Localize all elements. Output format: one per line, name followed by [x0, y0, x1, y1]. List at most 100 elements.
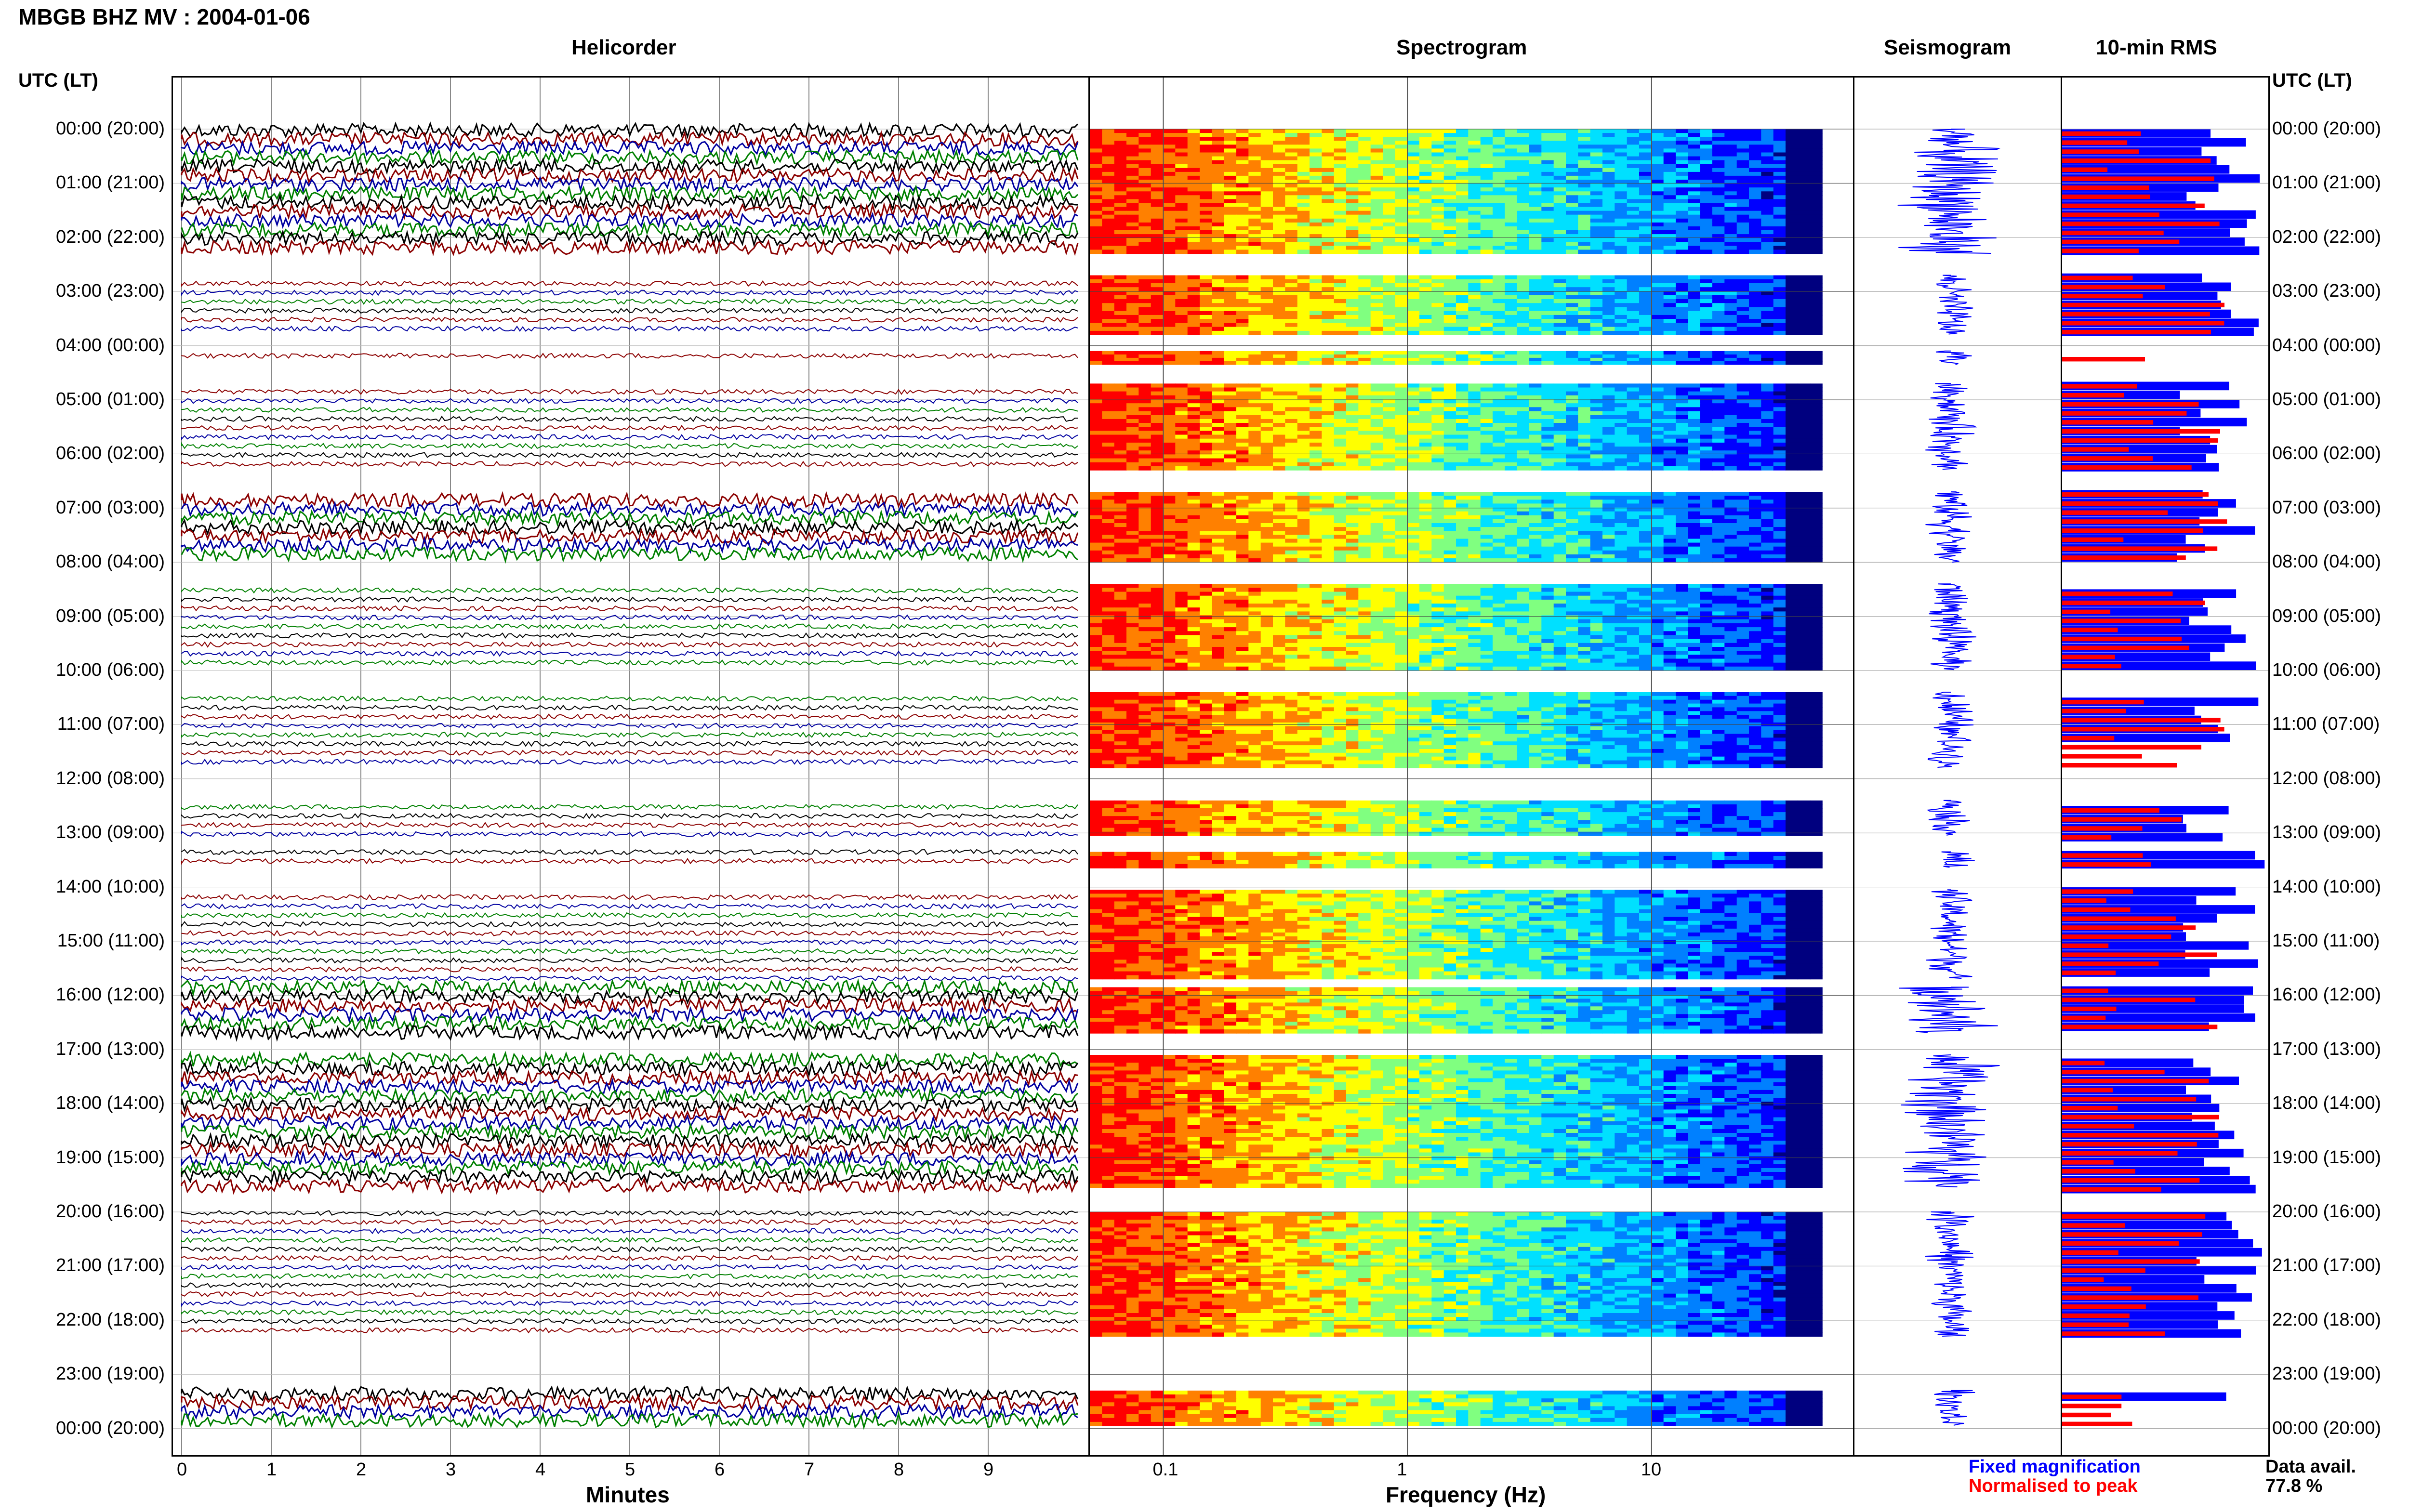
spectrogram-cell: [1773, 180, 1786, 184]
spectrogram-cell: [1260, 351, 1273, 355]
spectrogram-cell: [1493, 184, 1506, 188]
spectrogram-cell: [1786, 152, 1799, 157]
spectrogram-cell: [1566, 184, 1579, 188]
spectrogram-cell: [1480, 246, 1493, 250]
spectrogram-cell: [1407, 447, 1420, 451]
spectrogram-cell: [1553, 511, 1566, 516]
spectrogram-cell: [1236, 500, 1249, 504]
spectrogram-cell: [1346, 207, 1359, 211]
spectrogram-cell: [1126, 307, 1139, 312]
spectrogram-cell: [1334, 496, 1347, 500]
spectrogram-cell: [1431, 496, 1444, 500]
spectrogram-cell: [1260, 145, 1273, 149]
spectrogram-cell: [1443, 184, 1456, 188]
spectrogram-cell: [1639, 234, 1652, 238]
spectrogram-cell: [1651, 218, 1664, 223]
spectrogram-cell: [1480, 500, 1493, 504]
spectrogram-cell: [1590, 145, 1603, 149]
spectrogram-cell: [1224, 137, 1237, 141]
spectrogram-cell: [1248, 434, 1261, 439]
spectrogram-cell: [1383, 519, 1396, 524]
spectrogram-cell: [1773, 218, 1786, 223]
spectrogram-cell: [1431, 323, 1444, 328]
spectrogram-cell: [1370, 191, 1383, 196]
spectrogram-cell: [1676, 507, 1689, 512]
spectrogram-cell: [1700, 492, 1713, 496]
spectrogram-cell: [1175, 327, 1188, 331]
spectrogram-cell: [1615, 283, 1628, 288]
spectrogram-cell: [1627, 246, 1640, 250]
spectrogram-cell: [1493, 311, 1506, 316]
spectrogram-cell: [1260, 330, 1273, 335]
spectrogram-cell: [1517, 315, 1530, 319]
spectrogram-cell: [1590, 442, 1603, 447]
spectrogram-cell: [1273, 411, 1286, 416]
spectrogram-cell: [1102, 447, 1115, 451]
spectrogram-cell: [1224, 171, 1237, 176]
spectrogram-cell: [1676, 511, 1689, 516]
spectrogram-cell: [1260, 423, 1273, 427]
spectrogram-cell: [1114, 184, 1127, 188]
spectrogram-cell: [1505, 395, 1518, 400]
spectrogram-cell: [1724, 466, 1737, 471]
spectrogram-cell: [1273, 230, 1286, 235]
spectrogram-cell: [1273, 250, 1286, 254]
spectrogram-cell: [1736, 230, 1749, 235]
spectrogram-cell: [1651, 351, 1664, 355]
helicorder-trace: [181, 912, 1078, 919]
spectrogram-cell: [1676, 496, 1689, 500]
spectrogram-cell: [1395, 171, 1408, 176]
spectrogram-cell: [1786, 133, 1799, 137]
spectrogram-cell: [1676, 458, 1689, 463]
spectrogram-cell: [1297, 492, 1310, 496]
spectrogram-cell: [1761, 427, 1774, 431]
spectrogram-cell: [1700, 275, 1713, 280]
spectrogram-cell: [1419, 315, 1432, 319]
spectrogram-cell: [1126, 423, 1139, 427]
spectrogram-cell: [1370, 438, 1383, 443]
spectrogram-cell: [1553, 419, 1566, 423]
spectrogram-cell: [1102, 291, 1115, 296]
spectrogram-cell: [1773, 199, 1786, 204]
spectrogram-cell: [1248, 246, 1261, 250]
spectrogram-cell: [1395, 323, 1408, 328]
spectrogram-cell: [1590, 431, 1603, 435]
spectrogram-cell: [1248, 148, 1261, 153]
spectrogram-cell: [1310, 438, 1323, 443]
spectrogram-cell: [1187, 230, 1200, 235]
spectrogram-cell: [1138, 327, 1152, 331]
spectrogram-cell: [1553, 156, 1566, 161]
spectrogram-cell: [1334, 403, 1347, 408]
spectrogram-cell: [1712, 230, 1725, 235]
spectrogram-cell: [1419, 319, 1432, 323]
helicorder-trace: [181, 238, 1079, 257]
spectrogram-cell: [1090, 275, 1103, 280]
spectrogram-cell: [1224, 303, 1237, 307]
spectrogram-cell: [1541, 466, 1554, 471]
spectrogram-cell: [1248, 295, 1261, 300]
spectrogram-cell: [1566, 458, 1579, 463]
spectrogram-cell: [1786, 450, 1799, 455]
spectrogram-cell: [1236, 415, 1249, 420]
spectrogram-cell: [1163, 399, 1176, 404]
spectrogram-cell: [1090, 218, 1103, 223]
spectrogram-cell: [1102, 462, 1115, 467]
spectrogram-cell: [1676, 152, 1689, 157]
spectrogram-cell: [1260, 207, 1273, 211]
spectrogram-cell: [1627, 503, 1640, 508]
spectrogram-cell: [1566, 407, 1579, 412]
spectrogram-cell: [1700, 319, 1713, 323]
spectrogram-cell: [1505, 507, 1518, 512]
spectrogram-cell: [1334, 137, 1347, 141]
spectrogram-cell: [1407, 407, 1420, 412]
spectrogram-cell: [1358, 407, 1371, 412]
spectrogram-cell: [1566, 148, 1579, 153]
spectrogram-cell: [1200, 466, 1213, 471]
spectrogram-cell: [1114, 275, 1127, 280]
spectrogram-cell: [1529, 222, 1542, 227]
spectrogram-cell: [1798, 164, 1811, 169]
spectrogram-cell: [1310, 458, 1323, 463]
spectrogram-cell: [1260, 357, 1273, 362]
spectrogram-cell: [1383, 434, 1396, 439]
spectrogram-cell: [1810, 168, 1823, 172]
